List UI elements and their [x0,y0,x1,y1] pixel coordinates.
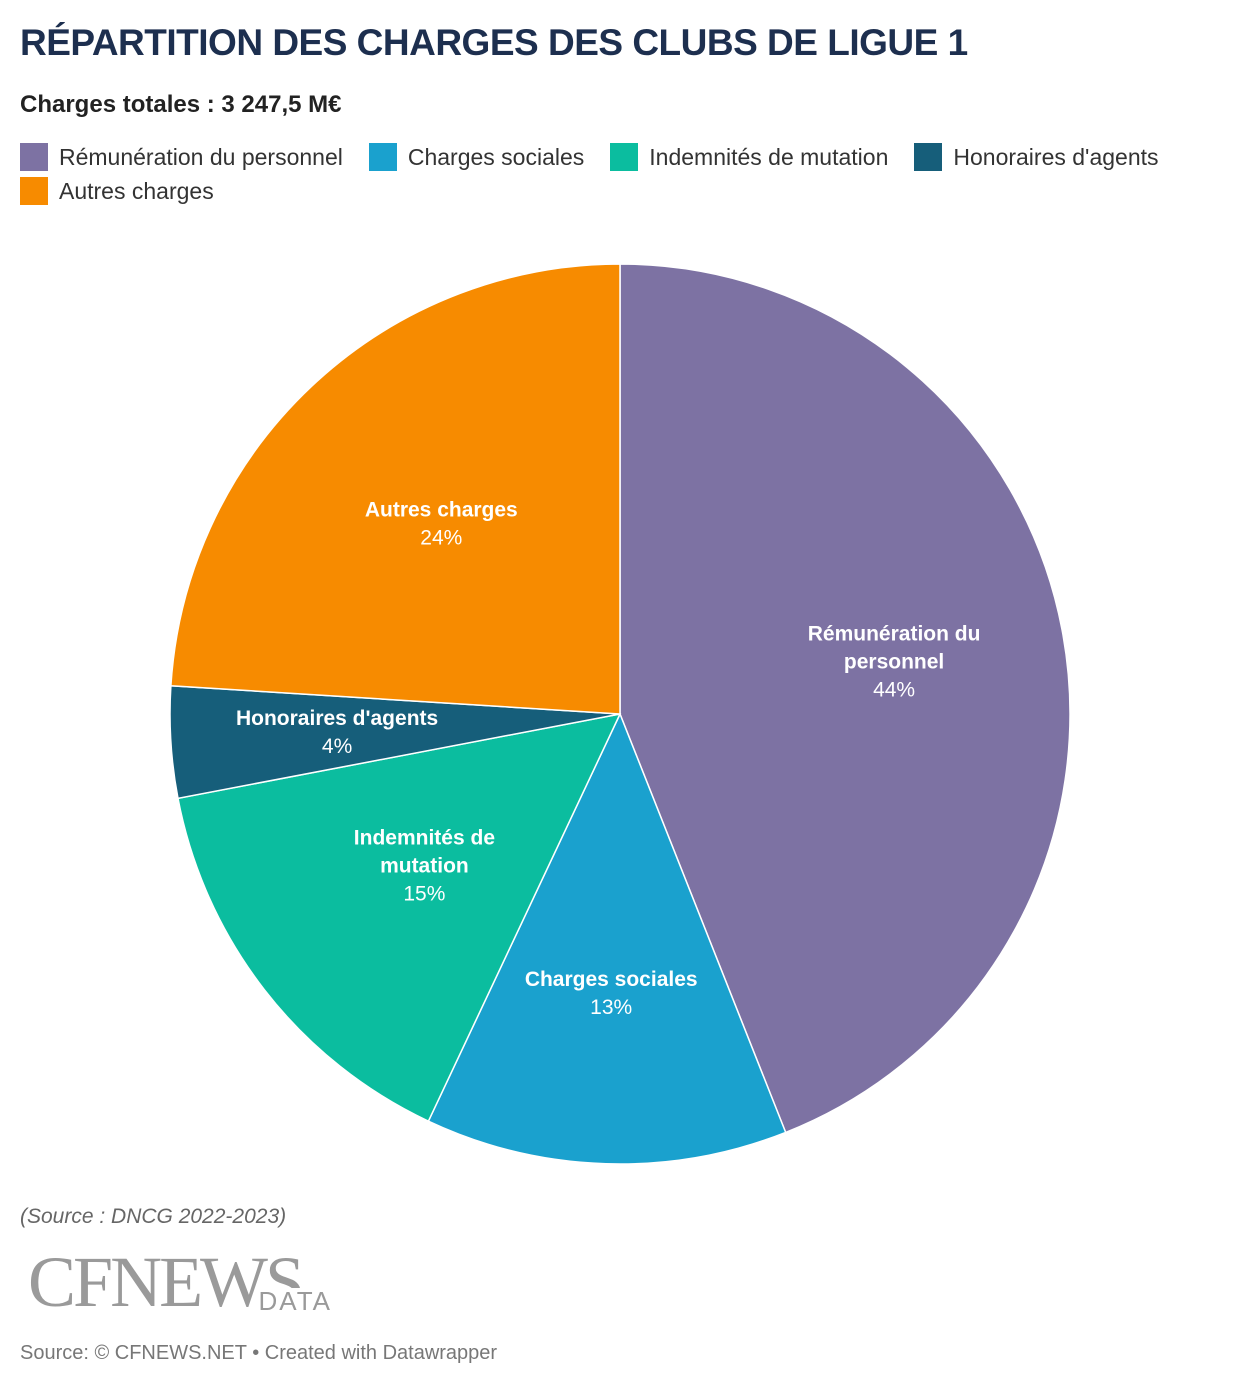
slice-name-line: Charges sociales [525,968,698,991]
legend-item-honoraires-d-agents: Honoraires d'agents [914,142,1159,172]
slice-value-label: 4% [322,735,352,758]
legend-label: Honoraires d'agents [953,143,1159,170]
slice-label-charges-sociales: Charges sociales 13% [525,968,698,1019]
legend-item-indemnites-de-mutation: Indemnités de mutation [610,142,888,172]
pie-slice-remuneration-du-personnel [619,263,1071,1134]
slice-label-autres-charges: Autres charges 24% [365,499,518,550]
pie-slice-autres-charges [170,263,621,715]
legend-item-charges-sociales: Charges sociales [368,142,585,172]
slice-label-indemnites-de-mutation: Indemnités de mutation 15% [354,827,495,906]
pie-slice-indemnites-de-mutation [177,712,622,1123]
legend-swatch [20,143,48,171]
slice-name-line: Honoraires d'agents [236,707,438,730]
slice-value-label: 15% [403,883,445,906]
logo-sub-text: DATA [254,1288,332,1314]
slice-label-remuneration-du-personnel: Rémunération du personnel 44% [808,623,981,702]
slice-name-line: Rémunération du [808,623,981,646]
cfnews-data-logo: CFNEWS DATA [28,1246,338,1318]
legend-swatch [610,143,639,171]
footer-credit: Source: © CFNEWS.NET • Created with Data… [20,1342,498,1364]
slice-value-label: 13% [590,996,632,1019]
legend-label: Rémunération du personnel [59,143,343,170]
legend-label: Charges sociales [407,143,585,170]
chart-subtitle: Charges totales : 3 247,5 M€ [20,91,342,118]
pie-slice-charges-sociales [427,712,787,1165]
legend-label: Indemnités de mutation [649,143,889,170]
slice-name-line: Indemnités de [354,827,495,850]
chart-title: RÉPARTITION DES CHARGES DES CLUBS DE LIG… [20,22,968,63]
legend-swatch [20,177,48,205]
slice-value-label: 24% [420,527,462,550]
legend-label: Autres charges [59,177,214,204]
slice-name-line: mutation [380,855,469,878]
legend-item-remuneration-du-personnel: Rémunération du personnel [20,142,343,172]
legend-swatch [914,143,943,171]
legend-swatch [368,143,397,171]
source-note: (Source : DNCG 2022-2023) [20,1205,287,1228]
slice-name-line: Autres charges [365,499,518,522]
slice-name-line: personnel [844,651,944,674]
legend-item-autres-charges: Autres charges [20,176,214,206]
slice-label-honoraires-d-agents: Honoraires d'agents 4% [236,707,438,758]
slice-value-label: 44% [873,679,915,702]
legend: Rémunération du personnel Charges sociale… [20,142,1230,206]
